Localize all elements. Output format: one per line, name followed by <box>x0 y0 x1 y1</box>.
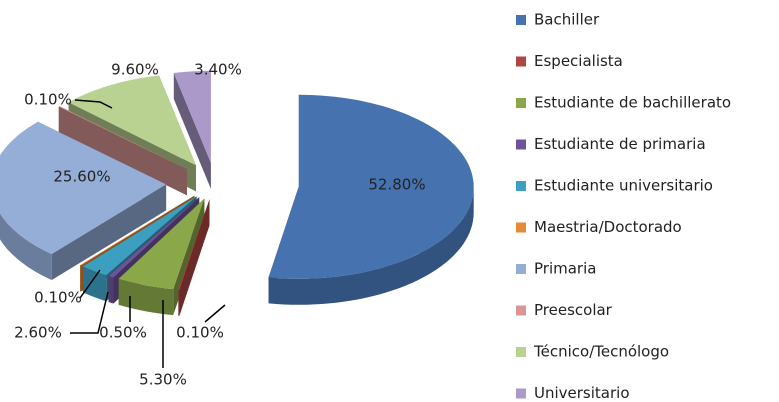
legend-label: Estudiante universitario <box>534 177 713 195</box>
legend-swatch <box>516 305 526 316</box>
data-label: 0.10% <box>34 289 82 307</box>
legend-swatch <box>516 139 526 150</box>
slice <box>58 106 187 196</box>
slice-top <box>0 121 167 254</box>
slice-top <box>268 94 474 279</box>
slice-top <box>108 197 200 278</box>
slice-side <box>51 184 167 280</box>
leader-line <box>79 269 101 299</box>
legend-label: Maestria/Doctorado <box>534 218 682 236</box>
legend-label: Bachiller <box>534 11 600 29</box>
slice-wall <box>0 213 52 280</box>
legend-label: Técnico/Tecnólogo <box>533 343 669 361</box>
slice-wall <box>178 289 180 316</box>
slice <box>0 121 167 280</box>
slice-top <box>83 196 197 276</box>
legend-label: Estudiante de bachillerato <box>534 94 731 112</box>
slice-side <box>59 106 187 196</box>
slice-wall <box>118 278 174 316</box>
data-label: 52.80% <box>368 176 425 194</box>
slice-side <box>178 199 210 316</box>
data-label: 3.40% <box>194 61 242 79</box>
slice <box>178 199 210 316</box>
legend-swatch <box>516 56 526 67</box>
data-label: 5.30% <box>139 371 187 389</box>
legend-label: Primaria <box>534 260 596 278</box>
data-label: 0.50% <box>99 324 147 342</box>
slice-side <box>173 73 211 189</box>
slice <box>173 70 211 189</box>
data-label: 0.10% <box>24 91 72 109</box>
slice-wall <box>268 186 474 305</box>
slice-wall <box>80 265 81 292</box>
legend-swatch <box>516 264 526 274</box>
leader-line <box>204 304 226 323</box>
leader-line <box>74 99 113 109</box>
legend-swatch <box>516 181 526 191</box>
legend-label: Estudiante de primaria <box>534 135 706 153</box>
legend-swatch <box>516 388 526 399</box>
slice-wall <box>83 266 107 302</box>
slice-top <box>68 75 196 166</box>
slice-top <box>118 198 205 290</box>
data-label: 9.60% <box>111 61 159 79</box>
legend-swatch <box>516 15 526 25</box>
data-label: 0.10% <box>176 324 224 342</box>
slice-wall <box>108 276 114 304</box>
slice-top <box>80 195 195 266</box>
slice <box>268 94 474 305</box>
slice-top <box>173 70 211 163</box>
slice-top <box>178 199 210 290</box>
data-label: 2.60% <box>14 324 62 342</box>
data-label: 25.60% <box>53 168 110 186</box>
legend-label: Especialista <box>534 52 623 70</box>
leader-line <box>70 291 109 334</box>
legend-swatch <box>516 98 526 108</box>
legend-swatch <box>516 222 526 233</box>
legend-label: Preescolar <box>534 301 613 319</box>
legend-swatch <box>516 347 526 357</box>
slice-top <box>58 106 187 170</box>
legend-label: Universitario <box>534 384 630 402</box>
